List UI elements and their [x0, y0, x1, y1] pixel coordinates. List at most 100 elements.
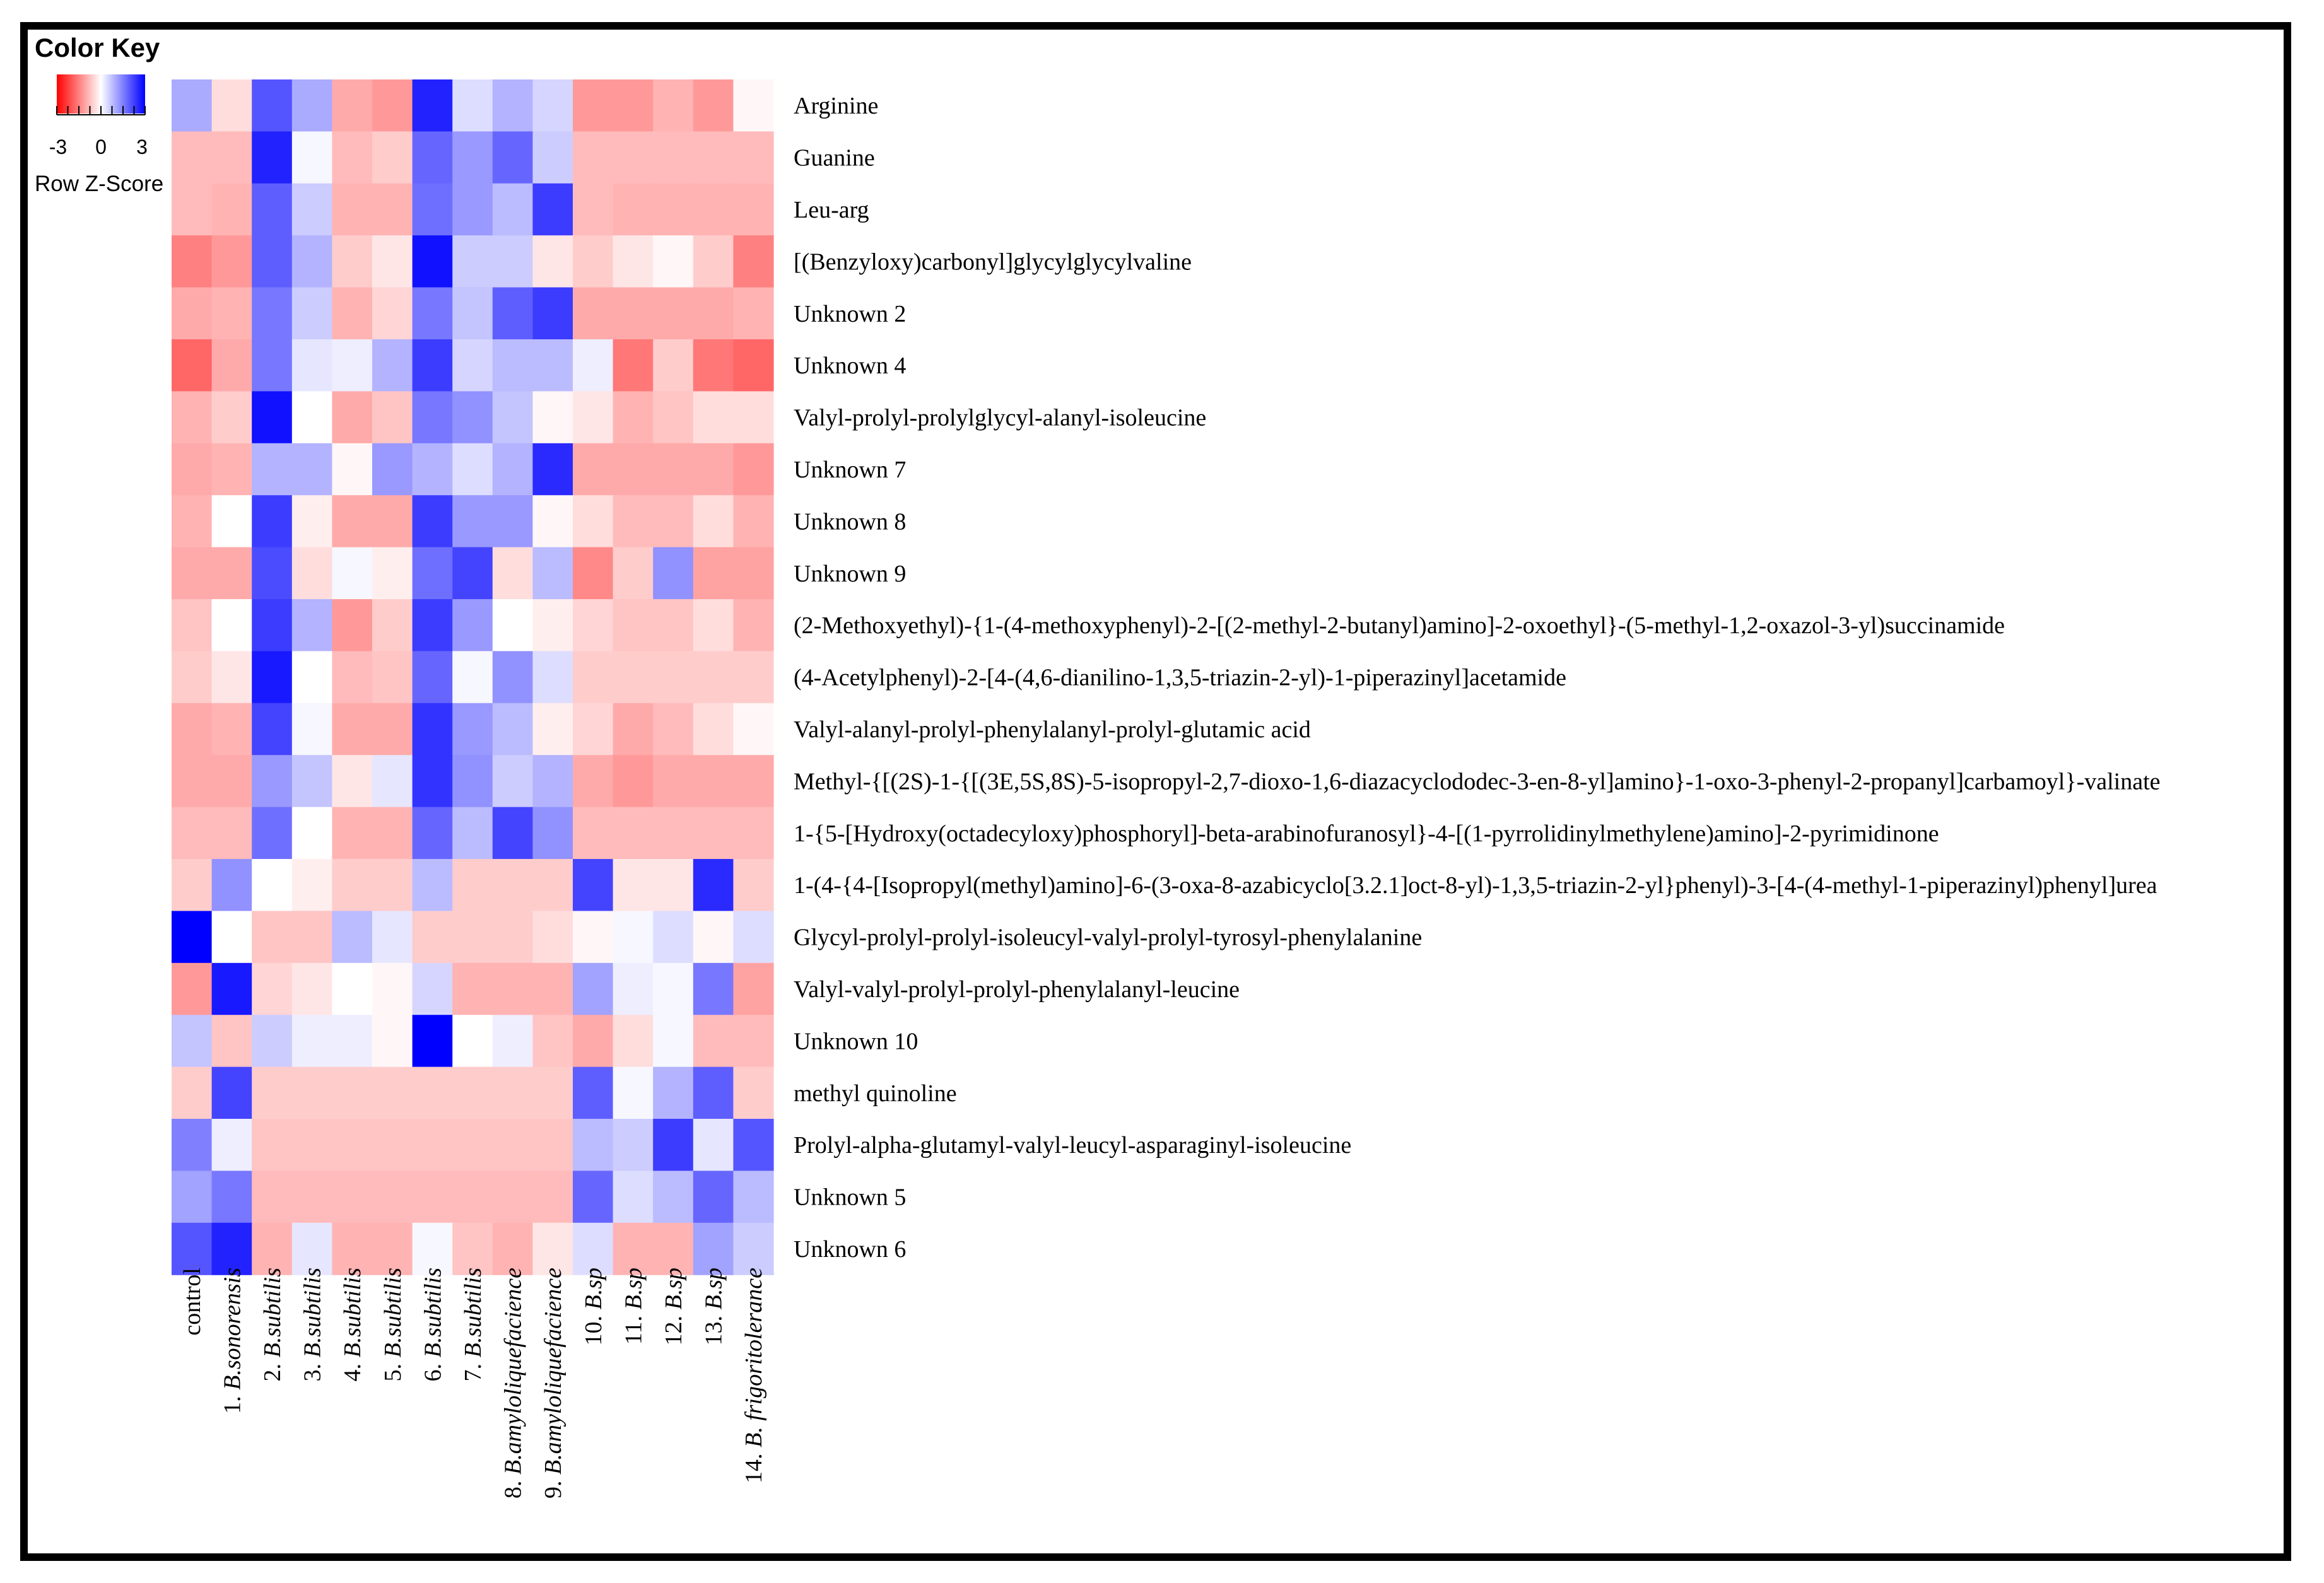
heatmap-cell	[532, 1119, 573, 1171]
heatmap-cell	[412, 807, 453, 860]
heatmap-cell	[412, 962, 453, 1015]
heatmap-cell	[452, 599, 493, 651]
heatmap-cell	[412, 183, 453, 236]
heatmap-cell	[693, 339, 734, 392]
heatmap-cell	[412, 1171, 453, 1224]
heatmap-cell	[211, 495, 252, 548]
row-label: Unknown 6	[794, 1236, 906, 1263]
row-label: Unknown 9	[794, 561, 906, 587]
heatmap-cell	[492, 495, 533, 548]
heatmap-cell	[693, 391, 734, 444]
heatmap-cell	[372, 703, 413, 756]
row-label: Unknown 10	[794, 1028, 918, 1054]
heatmap-cell	[733, 391, 774, 444]
heatmap-cell	[291, 1066, 332, 1119]
heatmap-cell	[372, 287, 413, 340]
heatmap-cell	[412, 79, 453, 132]
heatmap-cell	[291, 183, 332, 236]
heatmap-cell	[172, 1222, 213, 1275]
heatmap-cell	[172, 911, 213, 964]
column-label: 2. B.subtilis	[259, 1268, 286, 1382]
heatmap-cell	[653, 235, 694, 288]
heatmap-cell	[573, 287, 614, 340]
heatmap-cell	[492, 79, 533, 132]
heatmap-cell	[452, 131, 493, 184]
heatmap-cell	[733, 1015, 774, 1068]
color-key-tick-mid: 0	[95, 136, 107, 158]
heatmap-cell	[332, 183, 373, 236]
heatmap-cell	[332, 443, 373, 496]
column-label-name: B.amyloliquefacience	[500, 1268, 527, 1475]
heatmap-cell	[573, 599, 614, 651]
heatmap-cell	[211, 1066, 252, 1119]
column-label: 6. B.subtilis	[420, 1268, 446, 1382]
heatmap-cell	[532, 287, 573, 340]
heatmap-cell	[332, 859, 373, 911]
column-label: 5. B.subtilis	[380, 1268, 406, 1382]
heatmap-cell	[573, 859, 614, 911]
heatmap-cell	[291, 755, 332, 808]
heatmap-cell	[653, 391, 694, 444]
heatmap-cell	[532, 962, 573, 1015]
column-label-number: 7.	[460, 1358, 486, 1382]
heatmap-cell	[693, 495, 734, 548]
heatmap-cell	[291, 651, 332, 704]
heatmap-cell	[252, 599, 293, 651]
color-key-title: Color Key	[35, 33, 160, 62]
heatmap-cell	[452, 235, 493, 288]
heatmap-cell	[452, 183, 493, 236]
heatmap-cell	[653, 131, 694, 184]
heatmap-cell	[172, 859, 213, 911]
row-label: [(Benzyloxy)carbonyl]glycylglycylvaline	[794, 248, 1192, 275]
column-label-number: 1.	[219, 1390, 245, 1414]
heatmap-cell	[412, 1222, 453, 1275]
heatmap-cell	[372, 79, 413, 132]
heatmap-cell	[653, 183, 694, 236]
color-key-tick-high: 3	[136, 136, 148, 158]
heatmap-cell	[211, 391, 252, 444]
heatmap-cell	[573, 183, 614, 236]
heatmap-cell	[733, 703, 774, 756]
heatmap-cell	[733, 1066, 774, 1119]
heatmap-cell	[372, 391, 413, 444]
heatmap-cell	[211, 651, 252, 704]
heatmap-cell	[693, 1119, 734, 1171]
heatmap-cell	[693, 755, 734, 808]
heatmap-cell	[252, 1119, 293, 1171]
heatmap-cell	[573, 391, 614, 444]
row-label: Unknown 5	[794, 1184, 906, 1211]
column-label: 7. B.subtilis	[460, 1268, 486, 1382]
heatmap-cell	[653, 962, 694, 1015]
heatmap-cell	[573, 651, 614, 704]
column-label-name: B.sp	[580, 1268, 607, 1310]
column-label: 14. B. frigoritolerance	[741, 1268, 767, 1483]
heatmap-cell	[291, 339, 332, 392]
heatmap-cell	[573, 131, 614, 184]
heatmap-cell	[412, 131, 453, 184]
heatmap-cell	[492, 962, 533, 1015]
heatmap-cell	[733, 1171, 774, 1224]
heatmap-cell	[252, 339, 293, 392]
color-key-tick-low: -3	[49, 136, 67, 158]
heatmap-cell	[532, 495, 573, 548]
heatmap-cell	[693, 183, 734, 236]
heatmap-cell	[412, 547, 453, 600]
heatmap-cell	[693, 807, 734, 860]
heatmap-cell	[372, 599, 413, 651]
heatmap-cell	[613, 547, 654, 600]
heatmap-cell	[172, 131, 213, 184]
heatmap-cell	[532, 859, 573, 911]
heatmap-cell	[733, 1222, 774, 1275]
row-label: Unknown 7	[794, 457, 906, 483]
heatmap-cell	[332, 755, 373, 808]
heatmap-cell	[653, 1015, 694, 1068]
heatmap-cell	[573, 495, 614, 548]
heatmap-cell	[573, 1119, 614, 1171]
heatmap-cell	[492, 339, 533, 392]
heatmap-cell	[412, 755, 453, 808]
heatmap-cell	[332, 911, 373, 964]
column-label-number: 2.	[259, 1358, 286, 1382]
heatmap-cell	[211, 703, 252, 756]
heatmap-cell	[532, 391, 573, 444]
